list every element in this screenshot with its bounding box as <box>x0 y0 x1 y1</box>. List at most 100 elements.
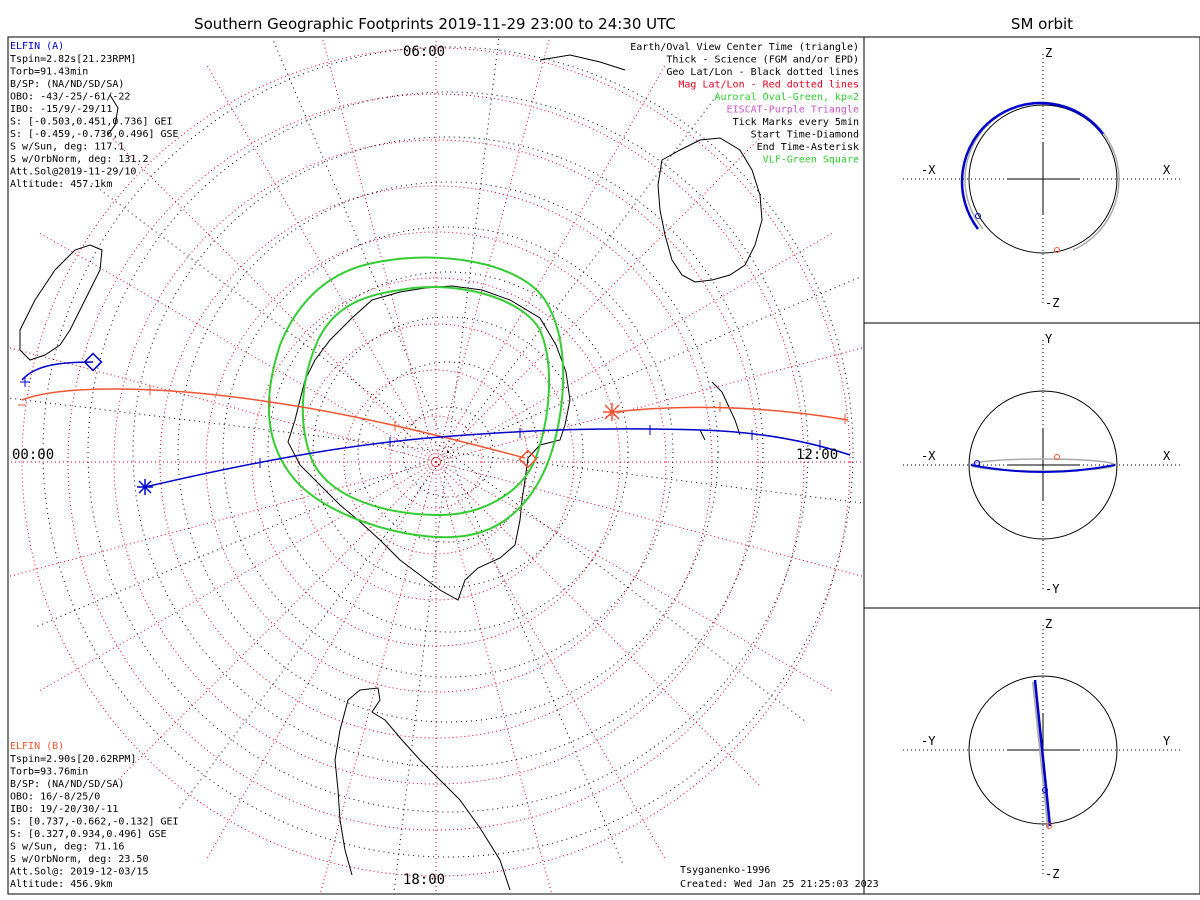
mag-lon-line <box>321 38 437 463</box>
orbit-panel: -X X Z -Z <box>903 46 1183 310</box>
mag-lon-line <box>435 38 551 463</box>
created-label: Created: Wed Jan 25 21:25:03 2023 <box>680 879 879 890</box>
panel-axis-label: Y <box>1045 332 1053 346</box>
panel-axis-label: -X <box>921 449 936 463</box>
geo-lat-circle <box>312 316 584 588</box>
geo-lon-line <box>447 38 500 453</box>
auroral-oval-inner <box>301 286 551 517</box>
mag-lon-line <box>435 231 835 463</box>
orbit-path-a <box>970 464 1116 473</box>
elfin-b-info-line: B/SP: (NA/ND/SD/SA) <box>10 779 124 790</box>
elfin-b-ticks <box>18 385 846 431</box>
antarctica-coast <box>287 285 571 601</box>
mag-lon-line <box>319 461 437 893</box>
legend-entry: Mag Lat/Lon - Red dotted lines <box>678 80 859 91</box>
mag-lon-line <box>205 461 437 861</box>
mag-lon-line <box>37 231 437 463</box>
mag-lon-line <box>435 347 863 463</box>
panel-axis-label: -Y <box>921 734 936 748</box>
orbit-frame <box>863 36 1200 895</box>
panel-axis-label: -Z <box>1045 296 1059 310</box>
elfin-a-start-diamond <box>83 352 103 372</box>
geo-lon-line <box>88 180 449 453</box>
elfin-a-track <box>144 428 851 488</box>
orbit-path <box>1032 681 1049 829</box>
panel-axis-label: -X <box>921 163 936 177</box>
elfin-a-info-line: Altitude: 457.1km <box>10 179 112 190</box>
elfin-a-end-asterisk <box>137 479 153 495</box>
geo-lon-line <box>33 451 449 629</box>
geo-lon-line <box>271 38 449 453</box>
mag-lon-line <box>110 461 437 788</box>
elfin-b-info-line: IBO: 19/-20/30/-11 <box>10 804 118 815</box>
mag-lon-line <box>9 347 437 463</box>
model-label: Tsyganenko-1996 <box>680 865 770 876</box>
orbit-marker-b <box>1054 247 1060 253</box>
panel-axis-label: Y <box>1163 734 1171 748</box>
mag-lon-line <box>110 136 437 463</box>
mag-lon-line <box>37 461 437 693</box>
lt-label-bottom: 18:00 <box>403 872 445 888</box>
geo-lat-circle <box>87 91 809 813</box>
legend-entry: Tick Marks every 5min <box>733 117 859 128</box>
geo-lat-circle <box>402 406 494 498</box>
geo-lon-line <box>447 275 863 453</box>
mag-lon-line <box>435 461 835 693</box>
elfin-a-info: ELFIN (A) Tspin=2.82s[21.23RPM] Torb=91.4… <box>10 41 179 190</box>
elfin-a-track-west <box>21 361 94 381</box>
indonesia-coast <box>539 54 626 71</box>
elfin-a-info-line: Torb=91.43min <box>10 67 88 78</box>
lt-label-right: 12:00 <box>796 447 838 463</box>
auroral-oval <box>267 256 565 539</box>
elfin-a-info-line: S: [-0.503,0.451,0.736] GEI <box>10 117 173 128</box>
elfin-b-track <box>21 388 526 459</box>
madagascar-coast <box>107 94 119 136</box>
elfin-b-name: ELFIN (B) <box>10 741 64 752</box>
geo-lat-circle <box>42 46 854 858</box>
orbit-path-a <box>960 101 1104 230</box>
elfin-b-info-line: OBO: 16/-8/25/0 <box>10 792 100 803</box>
earth-circle <box>968 390 1118 540</box>
mag-lat-circle <box>113 139 759 785</box>
orbit-marker-a <box>974 460 980 466</box>
geo-lon-line <box>447 451 808 724</box>
panel-axis-label: X <box>1163 163 1171 177</box>
orbit-marker-a <box>1042 787 1048 793</box>
geo-lat-circle <box>132 136 764 768</box>
elfin-a-info-line: Tspin=2.82s[21.23RPM] <box>10 54 136 65</box>
earth-circle <box>968 104 1118 254</box>
geo-lon-line <box>447 92 720 453</box>
panel-axis-label: Z <box>1045 46 1052 60</box>
elfin-a-info-line: Att.Sol@2019-11-29/10 <box>10 167 136 178</box>
mag-lat-circle <box>21 47 851 877</box>
elfin-b-info-line: Att.Sol@: 2019-12-03/15 <box>10 867 148 878</box>
new-zealand-coast <box>699 381 741 441</box>
legend-entry: EISCAT-Purple Triangle <box>727 105 859 116</box>
main-title: Southern Geographic Footprints 2019-11-2… <box>194 15 676 33</box>
geo-lat-circle <box>267 271 629 633</box>
geo-lon-line <box>393 451 449 893</box>
legend-entry: Auroral Oval-Green, kp=2 <box>715 92 860 103</box>
elfin-b-info: ELFIN (B) Tspin=2.90s[20.62RPM] Torb=93.7… <box>10 741 179 890</box>
legend-entry: Thick - Science (FGM and/or EPD) <box>666 55 859 66</box>
elfin-a-ticks <box>20 377 821 468</box>
lt-label-left: 00:00 <box>12 447 54 463</box>
mag-lon-line <box>435 461 667 861</box>
orbit-title: SM orbit <box>1011 15 1073 33</box>
geo-lat-circle <box>177 181 719 723</box>
orbit-marker-b <box>1054 454 1060 460</box>
panel-axis-label: -Y <box>1045 582 1060 596</box>
africa-coast <box>19 244 103 361</box>
markers <box>18 352 846 495</box>
elfin-b-info-line: Torb=93.76min <box>10 767 88 778</box>
legend-entry: Geo Lat/Lon - Black dotted lines <box>666 67 859 78</box>
auroral-oval-outer <box>267 256 565 539</box>
panel-axis-label: Z <box>1045 617 1052 631</box>
legend-entry: Start Time-Diamond <box>751 130 859 141</box>
elfin-b-track-far <box>611 406 849 421</box>
geo-lon-line <box>447 451 625 867</box>
mag-lon-line <box>435 461 762 788</box>
elfin-b-end-asterisk <box>603 403 621 421</box>
panel-axis-label: X <box>1163 449 1171 463</box>
